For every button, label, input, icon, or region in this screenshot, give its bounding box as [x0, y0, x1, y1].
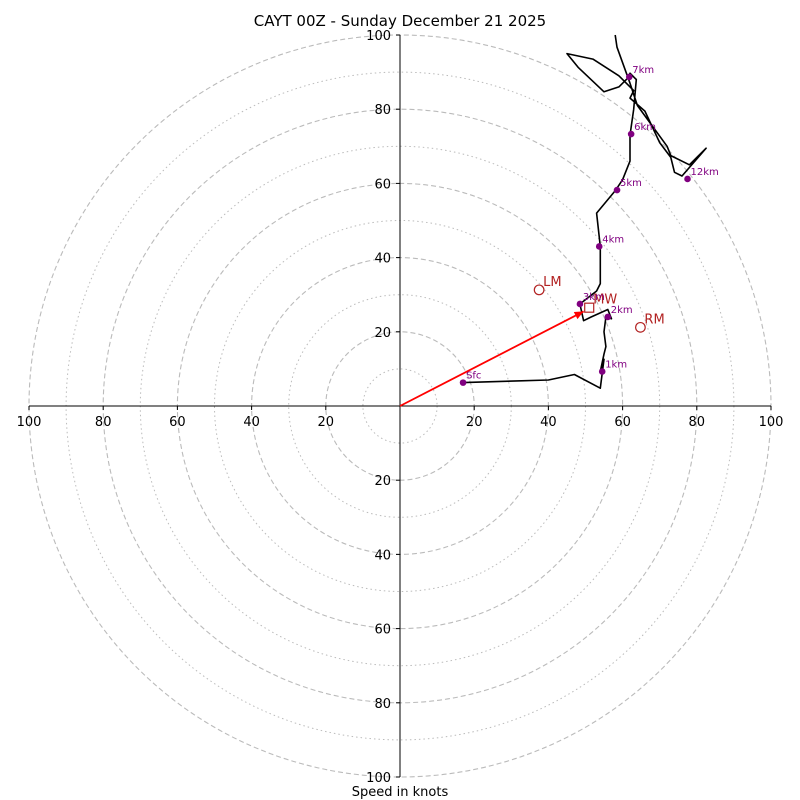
wind-trace: [463, 34, 707, 390]
chart-title: CAYT 00Z - Sunday December 21 2025: [254, 12, 546, 30]
x-tick-label: 60: [614, 415, 631, 430]
point-label-2km: 2km: [611, 305, 633, 316]
tick-labels: 100 80 60 40 20 20 40 60 80 100 100 80 60 40 20 20 40 60 8…: [17, 29, 784, 786]
point-label-4km: 4km: [602, 234, 624, 245]
hodograph-trace-line: [463, 34, 707, 390]
mw-label: MW: [593, 293, 617, 308]
mw-marker: [584, 302, 595, 313]
x-axis-label: Speed in knots: [352, 785, 449, 800]
y-tick-label: 60: [374, 177, 391, 192]
rm-label: RM: [644, 312, 664, 327]
y-tick-label: 80: [374, 697, 391, 712]
point-1km: [598, 368, 606, 375]
point-label-12km: 12km: [691, 167, 719, 178]
shear-vector-line: [399, 310, 585, 407]
x-tick-label: 40: [243, 415, 260, 430]
y-tick-label: 20: [374, 326, 391, 341]
shear-vector: [399, 310, 585, 407]
point-7km: [625, 73, 633, 81]
point-label-6km: 6km: [634, 122, 656, 133]
lm-marker: [533, 284, 545, 296]
x-tick-label: 80: [95, 415, 112, 430]
shear-vector-arrowhead: [573, 311, 584, 320]
y-tick-label: 60: [374, 623, 391, 638]
point-label-sfc: Sfc: [466, 371, 481, 382]
x-tick-label: 80: [689, 415, 706, 430]
point-2km: [604, 313, 612, 321]
y-tick-label: 40: [374, 548, 391, 563]
y-tick-label: 20: [374, 474, 391, 489]
x-tick-label: 20: [318, 415, 335, 430]
point-label-7km: 7km: [632, 65, 654, 76]
x-tick-label: 100: [759, 415, 784, 430]
point-label-5km: 5km: [620, 178, 642, 189]
y-tick-label: 100: [366, 771, 391, 786]
x-tick-label: 60: [169, 415, 186, 430]
x-tick-label: 100: [17, 415, 42, 430]
height-points: Sfc 1km 2km 3km 4km 5km 6km 7km 12km: [459, 65, 719, 386]
x-tick-label: 20: [466, 415, 483, 430]
y-tick-label: 80: [374, 103, 391, 118]
point-3km: [576, 300, 584, 308]
lm-label: LM: [543, 275, 561, 290]
y-tick-label: 100: [366, 29, 391, 44]
point-4km: [595, 243, 603, 250]
storm-motion-markers: LM MW RM: [533, 275, 665, 333]
x-tick-label: 40: [540, 415, 557, 430]
y-tick-label: 40: [374, 252, 391, 267]
rm-marker: [635, 321, 646, 333]
point-12km: [684, 175, 691, 183]
point-label-3km: 3km: [583, 292, 605, 303]
point-sfc: [459, 379, 467, 386]
point-label-1km: 1km: [605, 359, 627, 370]
point-5km: [613, 186, 621, 194]
point-6km: [627, 130, 635, 138]
